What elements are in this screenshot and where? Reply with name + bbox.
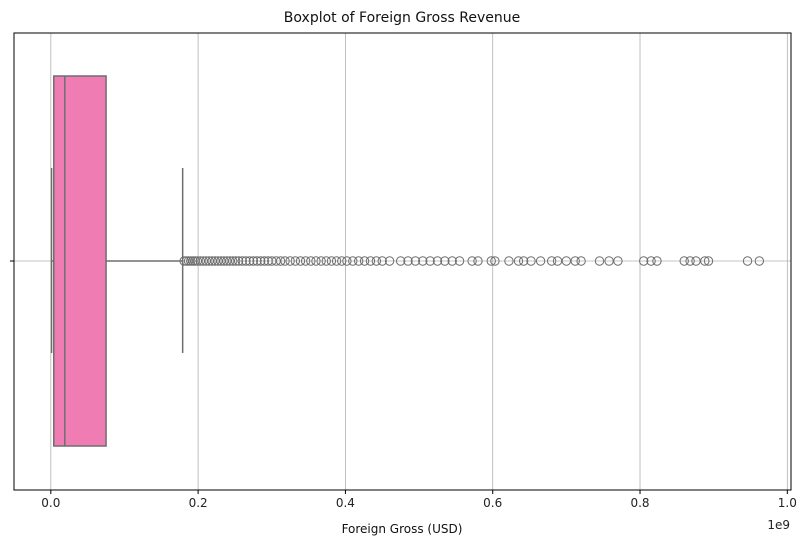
outlier-point [237,256,248,266]
outlier-point [359,256,370,266]
outlier-point [306,256,316,266]
outlier-point [570,256,580,266]
outlier-point [652,256,662,266]
outlier-point [685,256,695,266]
x-axis-offset-label: 1e9 [767,518,790,532]
outlier-point [754,256,765,266]
outlier-point [311,256,321,266]
outlier-point [467,256,477,266]
outliers-group [179,256,765,266]
outlier-point [290,256,301,266]
outlier-point [410,256,421,266]
outlier-point [228,256,238,266]
outlier-point [331,256,342,266]
outlier-point [259,256,270,266]
outlier-point [594,256,605,266]
outlier-point [188,256,198,266]
outlier-point [447,256,457,266]
outlier-point [316,256,326,266]
outlier-point [295,256,306,266]
outlier-point [576,256,586,266]
box-group [50,75,184,447]
outlier-point [337,256,347,266]
outlier-point [248,256,259,266]
outlier-point [742,256,753,266]
x-tick-label: 0.8 [630,496,649,510]
outlier-point [504,256,514,266]
outlier-point [233,256,244,266]
outlier-point [703,256,714,266]
outlier-point [490,256,500,266]
outlier-point [384,256,395,266]
outlier-point [252,256,262,266]
outlier-point [546,256,557,266]
outlier-point [186,256,196,266]
x-axis-ticks: 0.0 0.2 0.4 0.6 0.8 1.0 [10,260,797,510]
outlier-point [395,256,406,266]
outlier-point [241,256,251,266]
outlier-point [244,256,255,266]
x-axis-label: Foreign Gross (USD) [342,522,463,536]
outlier-point [230,256,241,266]
outlier-point [425,256,435,266]
outlier-point [700,256,710,266]
outlier-point [679,256,689,266]
outlier-point [646,256,656,266]
outlier-point [454,256,465,266]
outlier-point [280,256,290,266]
outlier-point [326,256,337,266]
outlier-point [342,256,352,266]
outlier-point [440,256,450,266]
outlier-point [473,256,483,266]
outlier-point [300,256,311,266]
x-tick-label: 0.2 [189,496,208,510]
outlier-point [535,256,546,266]
outlier-point [285,256,295,266]
outlier-point [321,256,331,266]
outlier-point [275,256,286,266]
chart-title: Boxplot of Foreign Gross Revenue [284,10,520,26]
outlier-point [518,256,529,266]
outlier-point [613,256,623,266]
x-tick-label: 0.6 [483,496,502,510]
outlier-point [526,256,536,266]
outlier-point [256,256,266,266]
outlier-point [353,256,364,266]
outlier-point [513,256,524,266]
outlier-point [348,256,358,266]
outlier-point [365,256,376,266]
x-tick-label: 1.0 [778,496,797,510]
box-iqr [53,75,107,447]
outlier-point [486,256,496,266]
x-tick-label: 0.0 [41,496,60,510]
outlier-point [377,256,387,266]
outlier-point [432,256,443,266]
outlier-point [403,256,413,266]
outlier-point [639,256,649,266]
outlier-point [371,256,382,266]
outlier-point [418,256,428,266]
x-tick-label: 0.4 [336,496,355,510]
